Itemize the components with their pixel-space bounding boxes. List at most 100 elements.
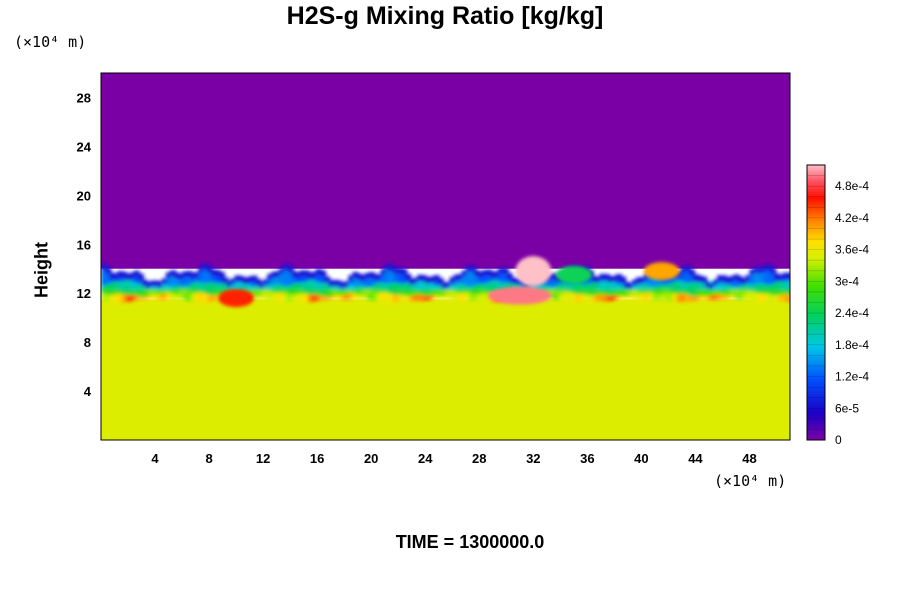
band-cell <box>425 295 432 301</box>
band-cell <box>417 294 424 302</box>
band-cell <box>141 296 149 300</box>
band-cell <box>437 289 444 296</box>
band-cell <box>283 285 290 290</box>
band-cell <box>591 295 598 302</box>
region-upper <box>101 73 790 269</box>
band-cell <box>717 289 724 295</box>
band-cell <box>672 293 679 303</box>
band-cell <box>753 272 761 285</box>
band-cell <box>178 285 185 290</box>
band-cell <box>400 295 408 301</box>
band-cell <box>157 289 165 295</box>
band-cell <box>348 293 355 300</box>
band-cell <box>214 295 221 301</box>
band-cell <box>169 286 177 290</box>
band-cell <box>125 273 132 281</box>
band-cell <box>396 289 404 295</box>
band-cell <box>704 295 712 301</box>
band-cell <box>413 277 420 284</box>
band-cell <box>214 289 221 296</box>
band-cell <box>113 279 120 282</box>
band-cell <box>173 285 181 290</box>
band-cell <box>275 283 282 290</box>
x-tick-label: 20 <box>364 451 378 466</box>
band-cell <box>664 293 671 301</box>
band-cell <box>206 272 213 283</box>
band-cell <box>113 281 120 290</box>
band-cell <box>259 281 266 289</box>
band-cell <box>599 280 606 282</box>
band-cell <box>619 289 627 296</box>
band-cell <box>741 293 748 301</box>
band-cell <box>340 289 347 296</box>
band-cell <box>246 276 254 283</box>
band-cell <box>704 289 712 296</box>
band-cell <box>169 293 177 301</box>
x-tick-label: 36 <box>580 451 594 466</box>
band-cell <box>384 292 392 303</box>
band-cell <box>210 289 217 296</box>
band-cell <box>121 294 128 303</box>
band-cell <box>182 289 189 294</box>
band-cell <box>101 293 108 301</box>
band-cell <box>490 280 497 290</box>
plumes <box>218 256 680 308</box>
band-cell <box>603 294 611 302</box>
band-cell <box>453 292 461 302</box>
band-cell <box>319 283 327 290</box>
band-cell <box>700 289 708 296</box>
band-cell <box>737 282 744 287</box>
band-cell <box>307 294 315 303</box>
band-cell <box>449 293 457 300</box>
x-tick-label: 12 <box>256 451 270 466</box>
band-cell <box>680 289 688 294</box>
band-cell <box>356 285 363 290</box>
band-cell <box>392 289 400 295</box>
band-cell <box>437 278 444 285</box>
band-cell <box>457 280 465 284</box>
band-cell <box>165 285 173 290</box>
x-tick-label: 28 <box>472 451 486 466</box>
band-cell <box>327 296 335 299</box>
band-cell <box>287 294 294 302</box>
band-cell <box>173 278 181 286</box>
band-cell <box>157 281 165 288</box>
band-cell <box>173 294 181 300</box>
band-cell <box>263 284 270 290</box>
colorbar-tick-label: 1.8e-4 <box>835 338 869 352</box>
band-cell <box>615 280 623 285</box>
band-cell <box>777 281 785 290</box>
colorbar-tick-label: 0 <box>835 433 842 447</box>
band-cell <box>307 272 315 279</box>
band-cell <box>546 280 554 287</box>
band-cell <box>729 285 736 290</box>
band-cell <box>777 294 785 302</box>
band-cell <box>141 289 149 297</box>
band-cell <box>773 282 781 290</box>
band-cell <box>619 276 627 283</box>
band-cell <box>137 289 144 297</box>
band-cell <box>356 289 363 295</box>
band-cell <box>445 294 452 299</box>
band-cell <box>696 282 704 290</box>
band-cell <box>749 269 756 276</box>
band-cell <box>648 289 655 293</box>
band-cell <box>206 266 213 273</box>
band-cell <box>121 280 128 290</box>
band-cell <box>441 295 448 299</box>
band-cell <box>640 289 647 294</box>
band-cell <box>210 269 217 276</box>
band-cell <box>368 289 375 294</box>
band-cell <box>344 281 351 288</box>
band-cell <box>579 294 586 301</box>
band-cell <box>615 284 623 290</box>
band-cell <box>250 289 258 296</box>
band-cell <box>587 295 594 302</box>
band-cell <box>757 283 765 290</box>
band-cell <box>502 273 509 283</box>
band-cell <box>332 289 339 296</box>
band-cell <box>668 289 675 294</box>
band-cell <box>400 274 408 284</box>
band-cell <box>583 284 590 290</box>
plume-0 <box>218 289 255 308</box>
